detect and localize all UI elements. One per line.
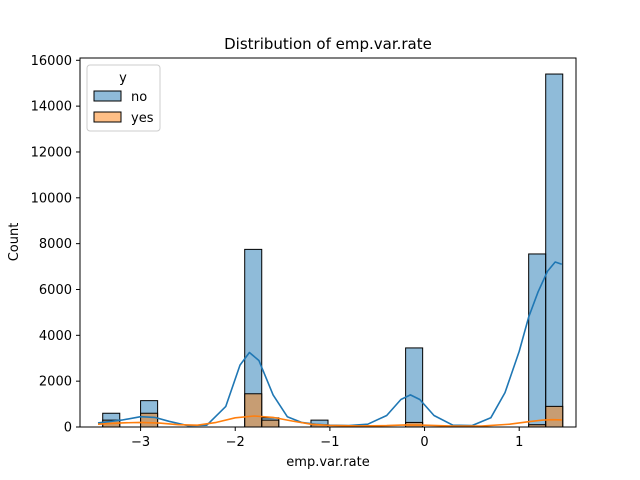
x-axis: −3 −2 −1 0 1 bbox=[131, 427, 523, 450]
y-axis: 0 2000 4000 6000 8000 10000 12000 14000 16000 bbox=[31, 54, 80, 436]
legend-label-no: no bbox=[131, 90, 147, 105]
x-tick-label: −2 bbox=[226, 435, 245, 450]
chart-title: Distribution of emp.var.rate bbox=[224, 35, 432, 53]
bar-no-7 bbox=[545, 73, 564, 428]
bar-yes-7 bbox=[545, 405, 564, 428]
y-tick-label: 8000 bbox=[39, 237, 72, 252]
bar-yes-2 bbox=[244, 393, 263, 428]
x-tick-label: −3 bbox=[131, 435, 150, 450]
y-tick-label: 14000 bbox=[31, 100, 72, 115]
bar-no-5 bbox=[405, 347, 424, 428]
legend: y no yes bbox=[86, 64, 161, 132]
y-tick-label: 0 bbox=[64, 421, 72, 436]
x-tick-label: 0 bbox=[420, 435, 428, 450]
y-tick-label: 2000 bbox=[39, 375, 72, 390]
x-tick-label: −1 bbox=[320, 435, 339, 450]
y-tick-label: 4000 bbox=[39, 329, 72, 344]
kde-line-yes bbox=[97, 415, 562, 427]
y-tick-label: 16000 bbox=[31, 54, 72, 69]
x-tick-label: 1 bbox=[515, 435, 523, 450]
legend-swatch-yes bbox=[93, 111, 122, 123]
y-tick-label: 12000 bbox=[31, 145, 72, 160]
legend-title: y bbox=[119, 71, 127, 86]
y-tick-label: 6000 bbox=[39, 283, 72, 298]
legend-label-yes: yes bbox=[131, 111, 154, 126]
legend-swatch-no bbox=[93, 90, 122, 102]
y-axis-title: Count bbox=[7, 223, 22, 262]
bar-yes-1 bbox=[140, 412, 159, 428]
kde-layer bbox=[97, 261, 563, 427]
x-axis-title: emp.var.rate bbox=[286, 455, 369, 470]
y-tick-label: 10000 bbox=[31, 191, 72, 206]
bar-yes-3 bbox=[261, 419, 280, 428]
plot-frame bbox=[79, 57, 577, 428]
